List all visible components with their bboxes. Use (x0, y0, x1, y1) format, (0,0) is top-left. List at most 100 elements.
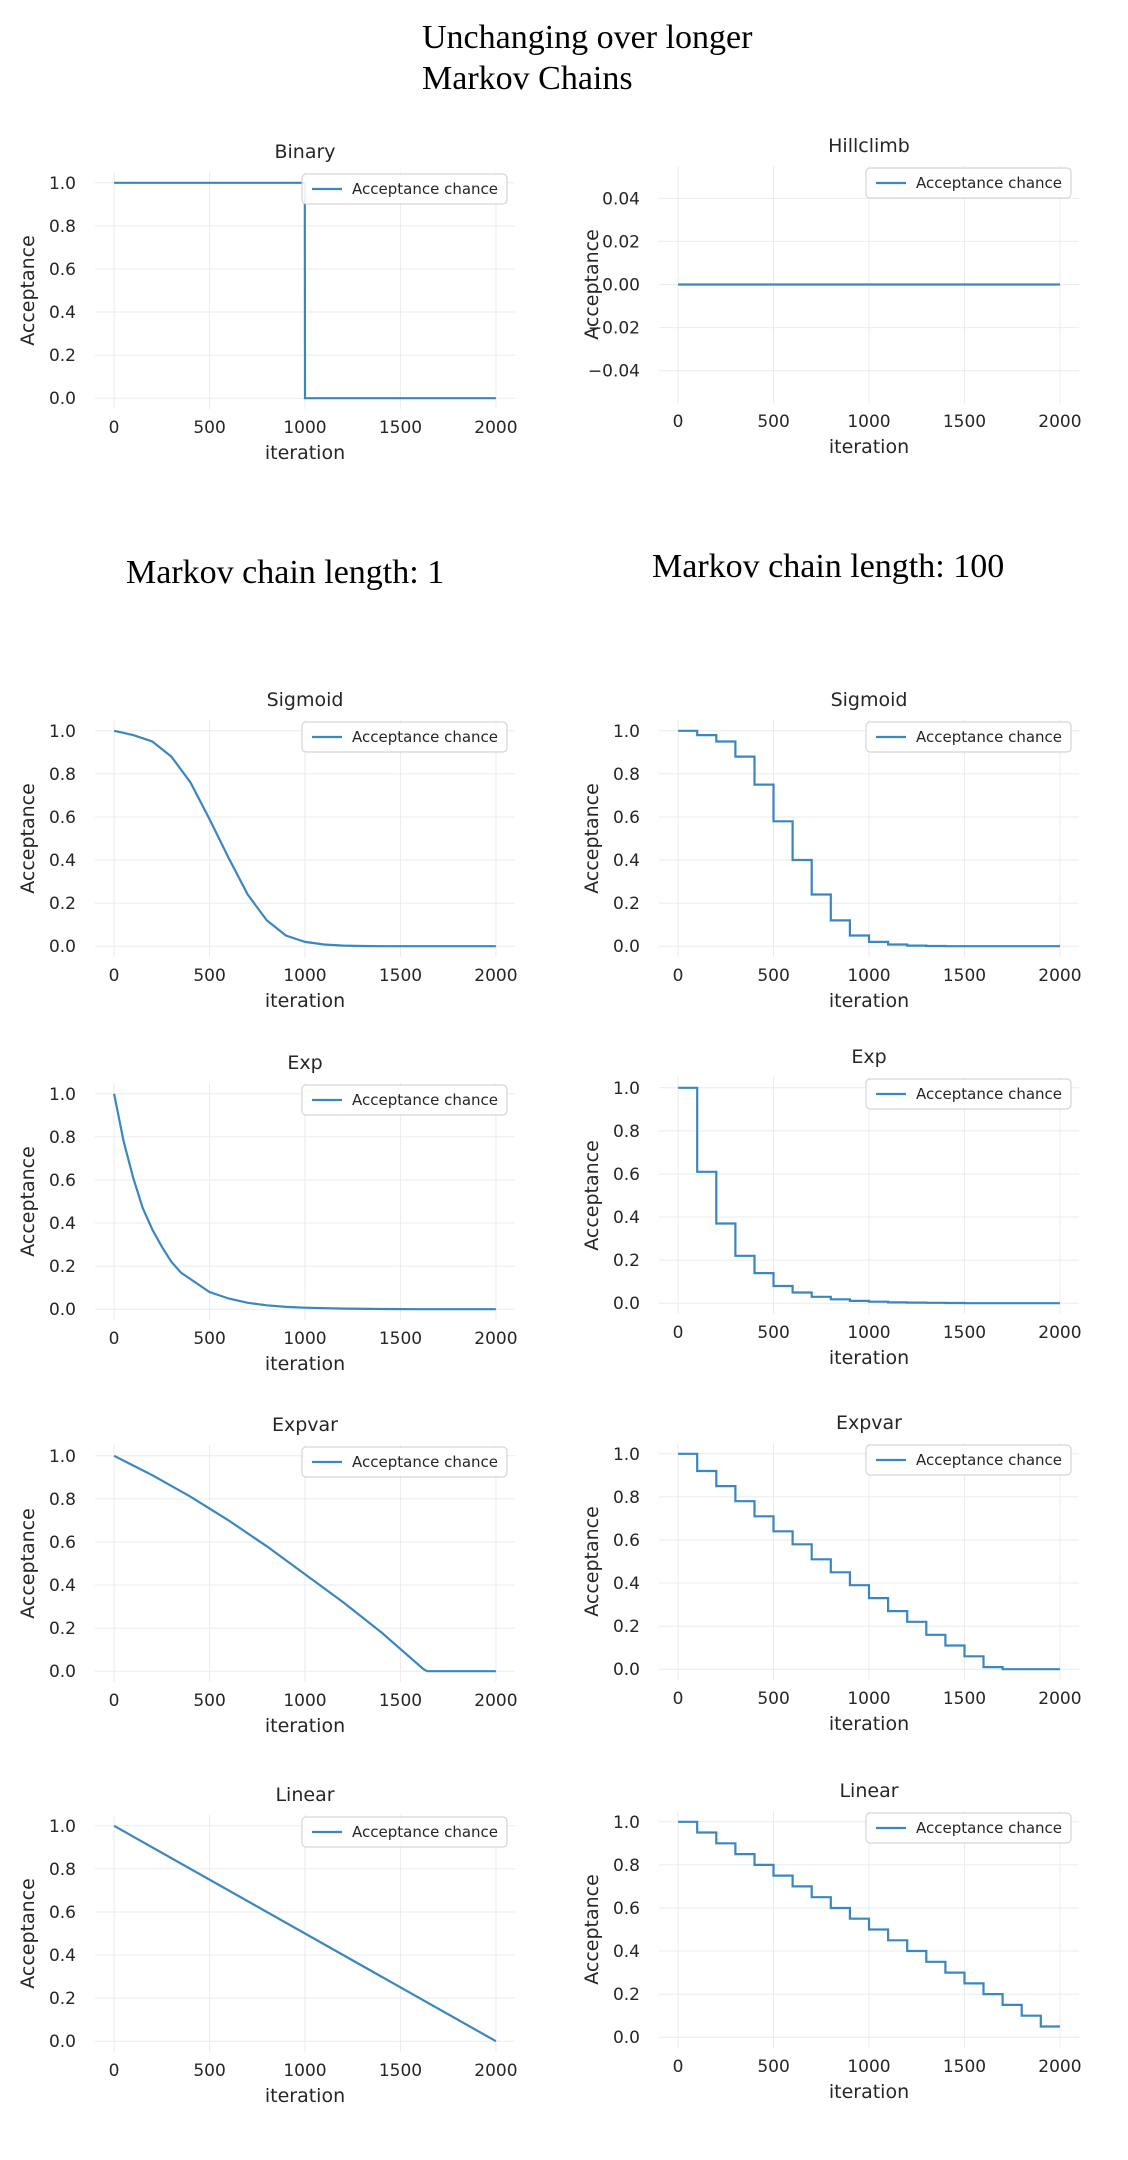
y-tick-label: 0.0 (49, 937, 76, 957)
y-tick-label: 0.8 (49, 1128, 76, 1148)
chart-svg: 0 500 1000 1500 2000 0.0 0.2 0.4 0.6 0.8 1.0 Linear… (17, 1784, 518, 2107)
legend-label: Acceptance chance (916, 728, 1062, 746)
y-axis-label: Acceptance (17, 783, 39, 894)
chart-panel-hillclimb: 0 500 1000 1500 2000 −0.04 −0.02 0.00 0.02 0.04 Hi… (564, 126, 1128, 486)
x-axis-label: iteration (829, 990, 909, 1012)
y-tick-label: 1.0 (613, 722, 640, 742)
y-tick-label: 0.8 (49, 1490, 76, 1510)
legend-box (865, 1444, 1072, 1476)
y-tick-label: 0.0 (49, 1300, 76, 1320)
x-tick-label: 2000 (1038, 1323, 1081, 1343)
x-tick-label: 2000 (1038, 966, 1081, 986)
top-note-line-2: Markov Chains (422, 60, 633, 97)
legend-box (301, 721, 508, 753)
legend-box (301, 1446, 508, 1478)
series-line (113, 1093, 496, 1311)
chart-svg: 0 500 1000 1500 2000 −0.04 −0.02 0.00 0.02 0.04 Hi… (581, 135, 1082, 458)
y-tick-label: 0.8 (49, 765, 76, 785)
x-tick-label: 1500 (379, 966, 422, 986)
x-axis-label: iteration (265, 442, 345, 464)
x-tick-label: 500 (757, 966, 789, 986)
x-tick-label: 1500 (379, 2061, 422, 2081)
y-tick-label: 0.8 (613, 1122, 640, 1142)
legend-label: Acceptance chance (352, 1823, 498, 1841)
y-tick-label: 0.2 (613, 1985, 640, 2005)
series-line (678, 1820, 1060, 2028)
x-tick-label: 2000 (474, 1691, 517, 1711)
x-tick-label: 0 (673, 966, 684, 986)
chart-svg: 0 500 1000 1500 2000 0.0 0.2 0.4 0.6 0.8 1.0 Expvar… (581, 1412, 1082, 1735)
legend-label: Acceptance chance (916, 174, 1062, 192)
x-tick-label: 0 (109, 2061, 120, 2081)
series-line (113, 729, 496, 948)
chart-panel-exp-1: 0 500 1000 1500 2000 0.0 0.2 0.4 0.6 0.8 1.0 Exp ite… (0, 1043, 564, 1403)
x-tick-label: 500 (193, 418, 225, 438)
y-tick-label: 0.02 (602, 232, 640, 252)
x-tick-label: 2000 (1038, 412, 1081, 432)
chart-svg: 0 500 1000 1500 2000 0.0 0.2 0.4 0.6 0.8 1.0 Expvar… (17, 1414, 518, 1737)
x-axis-label: iteration (265, 2085, 345, 2107)
y-tick-label: 0.6 (613, 1899, 640, 1919)
y-tick-label: 0.6 (613, 1165, 640, 1185)
x-tick-label: 1500 (943, 412, 986, 432)
chart-svg: 0 500 1000 1500 2000 0.0 0.2 0.4 0.6 0.8 1.0 Exp ite… (17, 1052, 518, 1375)
y-tick-label: 1.0 (49, 1817, 76, 1837)
y-tick-label: 0.6 (49, 808, 76, 828)
x-axis-label: iteration (265, 990, 345, 1012)
x-axis-label: iteration (829, 1347, 909, 1369)
chart-panel-expvar-100: 0 500 1000 1500 2000 0.0 0.2 0.4 0.6 0.8 1.0 Expvar… (564, 1403, 1128, 1763)
y-tick-label: 0.2 (49, 894, 76, 914)
chart-svg: 0 500 1000 1500 2000 0.0 0.2 0.4 0.6 0.8 1.0 Exp ite… (581, 1046, 1082, 1369)
legend-label: Acceptance chance (352, 180, 498, 198)
y-tick-label: 0.0 (613, 1660, 640, 1680)
chart-panel-linear-100: 0 500 1000 1500 2000 0.0 0.2 0.4 0.6 0.8 1.0 Linear… (564, 1771, 1128, 2131)
y-tick-label: 0.2 (49, 1619, 76, 1639)
chart-title: Sigmoid (831, 689, 908, 711)
legend-box (301, 173, 508, 205)
y-tick-label: 0.0 (613, 937, 640, 957)
y-tick-label: 0.0 (49, 2032, 76, 2052)
x-tick-label: 1500 (379, 1329, 422, 1349)
y-tick-label: −0.04 (588, 362, 640, 382)
chart-panel-binary: 0 500 1000 1500 2000 0.0 0.2 0.4 0.6 0.8 1.0 Binary… (0, 132, 564, 492)
y-tick-label: 0.8 (613, 1856, 640, 1876)
x-tick-label: 1000 (283, 1691, 326, 1711)
y-tick-label: 0.0 (613, 1294, 640, 1314)
x-tick-label: 1500 (943, 966, 986, 986)
x-tick-label: 0 (673, 412, 684, 432)
legend-box (301, 1816, 508, 1848)
x-tick-label: 1000 (283, 1329, 326, 1349)
y-axis-label: Acceptance (17, 235, 39, 346)
y-tick-label: 0.6 (613, 808, 640, 828)
chart-panel-sigmoid-100: 0 500 1000 1500 2000 0.0 0.2 0.4 0.6 0.8 1.0 Sigmoi… (564, 680, 1128, 1040)
x-tick-label: 2000 (1038, 1689, 1081, 1709)
legend-label: Acceptance chance (352, 728, 498, 746)
x-tick-label: 1000 (283, 966, 326, 986)
chart-svg: 0 500 1000 1500 2000 0.0 0.2 0.4 0.6 0.8 1.0 Sigmoi… (17, 689, 518, 1012)
y-tick-label: 0.8 (49, 1860, 76, 1880)
y-tick-label: 0.4 (613, 851, 640, 871)
chart-title: Expvar (836, 1412, 902, 1434)
y-tick-label: 0.4 (49, 1576, 76, 1596)
y-tick-label: 0.2 (49, 1989, 76, 2009)
x-tick-label: 1000 (847, 1323, 890, 1343)
y-tick-label: 0.6 (49, 260, 76, 280)
x-tick-label: 1000 (283, 418, 326, 438)
x-axis-label: iteration (829, 2081, 909, 2103)
x-tick-label: 500 (757, 1323, 789, 1343)
chart-panel-sigmoid-1: 0 500 1000 1500 2000 0.0 0.2 0.4 0.6 0.8 1.0 Sigmoi… (0, 680, 564, 1040)
y-axis-label: Acceptance (581, 783, 603, 894)
legend-box (865, 167, 1072, 199)
x-tick-label: 1000 (847, 412, 890, 432)
y-tick-label: 0.2 (613, 1251, 640, 1271)
y-tick-label: 0.4 (49, 303, 76, 323)
y-tick-label: 1.0 (49, 174, 76, 194)
chart-panel-expvar-1: 0 500 1000 1500 2000 0.0 0.2 0.4 0.6 0.8 1.0 Expvar… (0, 1405, 564, 1765)
x-tick-label: 0 (673, 1689, 684, 1709)
chart-title: Expvar (272, 1414, 338, 1436)
series-line (114, 181, 496, 400)
y-tick-label: 0.4 (49, 851, 76, 871)
x-tick-label: 2000 (474, 1329, 517, 1349)
x-tick-label: 1500 (943, 1689, 986, 1709)
x-tick-label: 2000 (474, 966, 517, 986)
